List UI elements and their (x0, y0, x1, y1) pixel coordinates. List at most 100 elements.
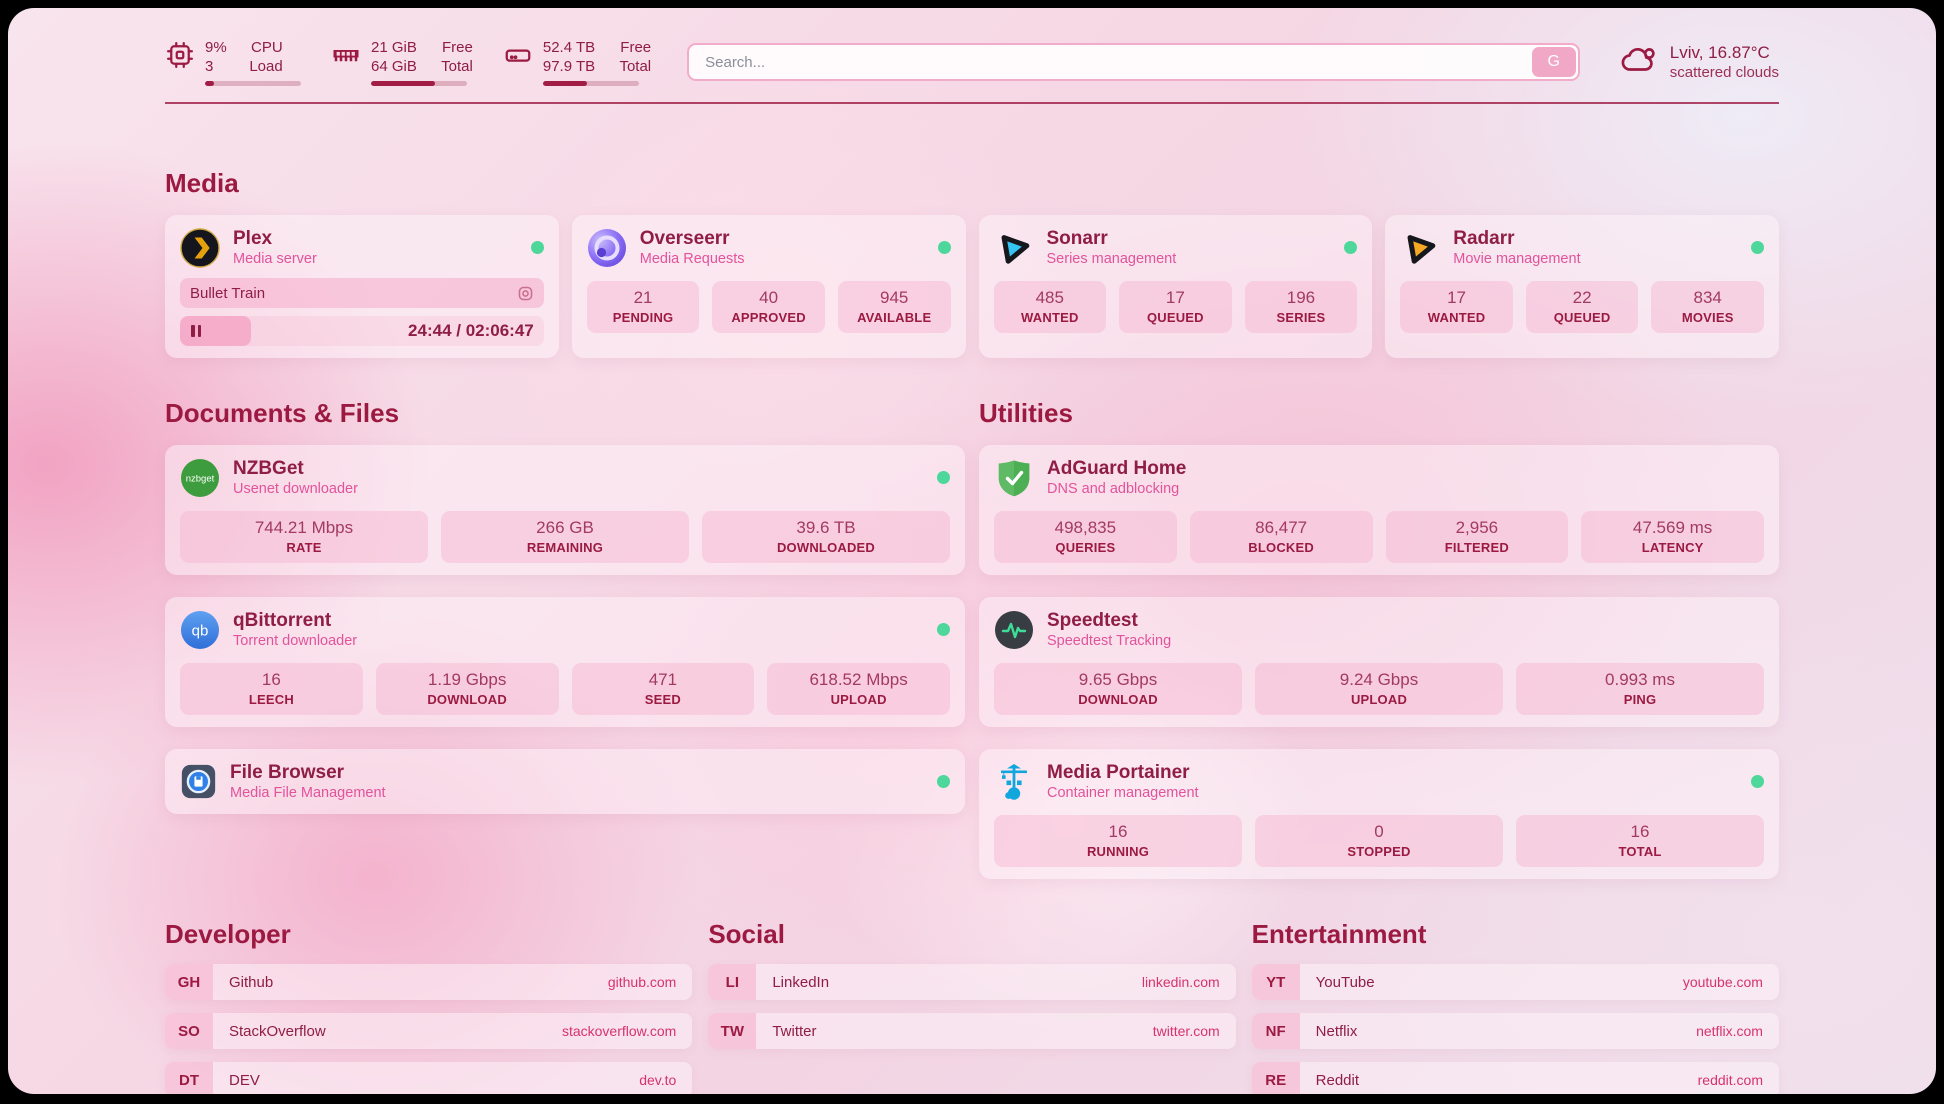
service-card-plex[interactable]: Plex Media server Bullet Train 24:44 / 0… (165, 215, 559, 358)
bookmark-linkedin[interactable]: LI LinkedIn linkedin.com (708, 964, 1236, 1000)
bookmark-url: netflix.com (1696, 1023, 1763, 1039)
section-utilities: Utilities AdGuard Home (979, 398, 1779, 879)
service-card-speedtest[interactable]: Speedtest Speedtest Tracking 9.65 Gbps D… (979, 597, 1779, 727)
card-title: Radarr (1453, 228, 1515, 249)
card-subtitle: Speedtest Tracking (1047, 633, 1172, 649)
resource-memory: 21 GiB 64 GiB Free Total (331, 38, 473, 86)
now-playing-icon[interactable] (517, 285, 534, 302)
disk-icon (503, 40, 533, 75)
weather-location-temp: Lviv, 16.87°C (1669, 43, 1770, 62)
card-title: Media Portainer (1047, 762, 1190, 783)
stat-value: 16 (261, 670, 281, 689)
stat-value: 17 (1447, 288, 1466, 307)
stat-value: 47.569 ms (1632, 518, 1713, 537)
stat-box: 2,956 FILTERED (1385, 511, 1569, 563)
service-card-sonarr[interactable]: Sonarr Series management 485 WANTED 17 Q… (978, 215, 1373, 358)
filebrowser-icon (180, 763, 217, 800)
stat-value: 16 (1108, 822, 1128, 841)
stat-value: 945 (880, 288, 909, 307)
bookmark-abbr: TW (708, 1013, 757, 1049)
stat-value: 196 (1286, 288, 1316, 307)
bookmark-abbr: LI (708, 964, 757, 1000)
bookmark-abbr: NF (1251, 1013, 1300, 1049)
disk-total-value: 97.9 TB (542, 58, 596, 75)
bookmark-youtube[interactable]: YT YouTube youtube.com (1251, 964, 1779, 1000)
stat-label: UPLOAD (1350, 692, 1408, 707)
stat-value: 22 (1572, 288, 1592, 307)
cpu-usage-value: 9% (205, 39, 227, 56)
pause-icon[interactable] (191, 325, 201, 337)
bookmark-abbr: DT (165, 1062, 213, 1094)
status-dot-online (937, 623, 950, 636)
stat-value: 86,477 (1255, 518, 1308, 537)
bookmark-name: DEV (229, 1071, 260, 1089)
section-title-documents: Documents & Files (165, 398, 400, 428)
stat-label: QUERIES (1055, 540, 1116, 555)
stat-box: 196 SERIES (1244, 281, 1358, 333)
stat-label: AVAILABLE (857, 310, 932, 325)
stat-box: 17 WANTED (1400, 281, 1513, 333)
stat-label: SERIES (1276, 310, 1326, 325)
bookmark-abbr: GH (165, 964, 213, 1000)
bookmark-github[interactable]: GH Github github.com (165, 964, 693, 1000)
plex-icon (180, 227, 220, 268)
service-card-overseerr[interactable]: Overseerr Media Requests 21 PENDING 40 A… (571, 215, 966, 358)
search-bar: G (687, 43, 1580, 81)
stat-value: 266 GB (536, 518, 594, 537)
bookmark-netflix[interactable]: NF Netflix netflix.com (1251, 1013, 1779, 1049)
stat-label: UPLOAD (830, 692, 887, 707)
bookmark-url: reddit.com (1697, 1072, 1763, 1088)
stat-label: WANTED (1427, 310, 1486, 325)
stat-label: BLOCKED (1248, 540, 1314, 555)
stat-box: 16 RUNNING (994, 815, 1242, 867)
stat-value: 16 (1630, 822, 1650, 841)
stat-label: FILTERED (1444, 540, 1509, 555)
section-documents: Documents & Files nzbget NZBGet U (165, 398, 965, 814)
cpu-progress-bar (205, 81, 301, 86)
stat-box: 0.993 ms PING (1516, 663, 1764, 715)
memory-progress-bar (371, 81, 467, 86)
bookmark-stackoverflow[interactable]: SO StackOverflow stackoverflow.com (165, 1013, 693, 1049)
bookmark-twitter[interactable]: TW Twitter twitter.com (708, 1013, 1236, 1049)
stat-box: 498,835 QUERIES (994, 511, 1177, 563)
stat-label: WANTED (1021, 310, 1079, 325)
service-card-portainer[interactable]: Media Portainer Container management 16 … (979, 749, 1779, 879)
card-subtitle: DNS and adblocking (1047, 481, 1180, 497)
cpu-load-value: 3 (205, 58, 214, 75)
card-title: File Browser (230, 762, 345, 783)
service-card-nzbget[interactable]: nzbget NZBGet Usenet downloader 744.21 M… (165, 445, 965, 575)
service-card-adguard[interactable]: AdGuard Home DNS and adblocking 498,835 … (979, 445, 1779, 575)
svg-text:nzbget: nzbget (186, 473, 215, 484)
stat-box: 266 GB REMAINING (441, 511, 689, 563)
status-dot-online (937, 241, 951, 254)
card-title: Plex (233, 228, 273, 249)
service-card-radarr[interactable]: Radarr Movie management 17 WANTED 22 QUE… (1385, 215, 1779, 358)
stat-box: 744.21 Mbps RATE (180, 511, 428, 563)
cloud-icon (1620, 41, 1658, 84)
resource-widgets: 9% 3 CPU Load (165, 38, 651, 86)
bookmark-reddit[interactable]: RE Reddit reddit.com (1251, 1062, 1779, 1094)
card-title: AdGuard Home (1047, 458, 1187, 479)
stat-value: 498,835 (1054, 518, 1117, 537)
service-card-filebrowser[interactable]: File Browser Media File Management (165, 749, 965, 814)
stat-label: LATENCY (1641, 540, 1704, 555)
stat-box: 9.24 Gbps UPLOAD (1255, 663, 1503, 715)
stat-label: QUEUED (1553, 310, 1611, 325)
card-subtitle: Media File Management (230, 785, 386, 801)
stat-value: 618.52 Mbps (809, 670, 908, 689)
playback-progress-bar[interactable]: 24:44 / 02:06:47 (180, 316, 544, 346)
bookmark-url: youtube.com (1682, 974, 1763, 990)
service-card-qbittorrent[interactable]: qb qBittorrent Torrent downloader 16 LEE… (165, 597, 965, 727)
cpu-icon (165, 40, 195, 75)
weather-widget[interactable]: Lviv, 16.87°C scattered clouds (1620, 41, 1779, 84)
qbittorrent-icon: qb (180, 610, 220, 650)
resource-cpu: 9% 3 CPU Load (165, 38, 301, 86)
bookmark-name: Netflix (1315, 1022, 1358, 1040)
bookmark-dev[interactable]: DT DEV dev.to (165, 1062, 693, 1094)
stat-value: 17 (1165, 288, 1185, 307)
stat-label: PING (1623, 692, 1657, 707)
search-provider-button[interactable]: G (1531, 47, 1576, 77)
search-input[interactable] (687, 43, 1580, 81)
stat-value: 39.6 TB (796, 518, 856, 537)
radarr-icon (1400, 228, 1440, 268)
